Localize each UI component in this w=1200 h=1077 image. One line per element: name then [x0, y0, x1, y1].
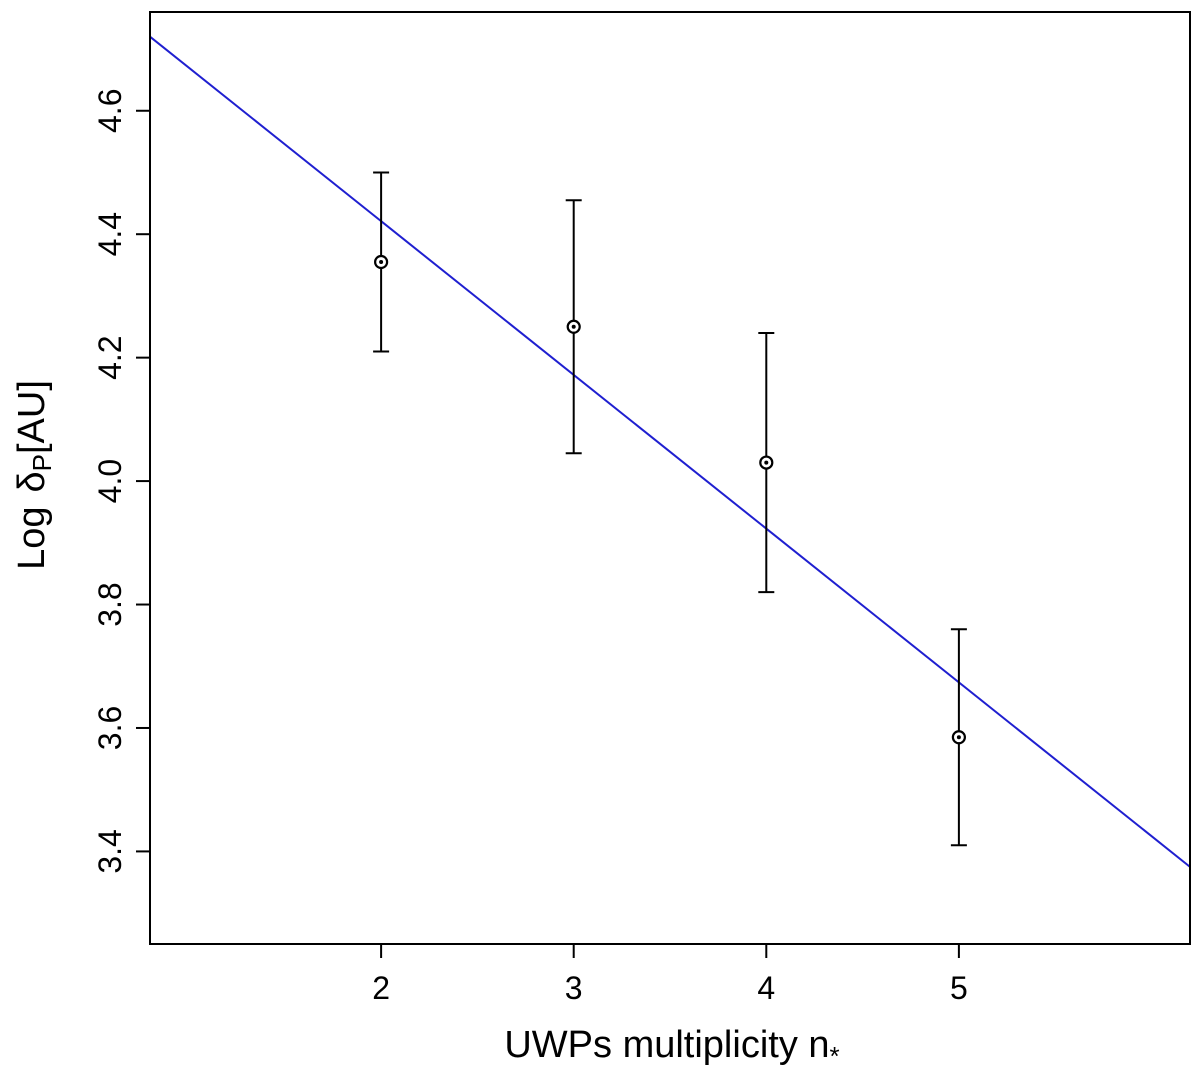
y-tick-label: 4.2: [92, 335, 128, 379]
point-marker-center: [379, 259, 384, 264]
plot-frame: [149, 11, 1191, 945]
points-layer: [373, 171, 967, 847]
x-tick-label: 5: [950, 970, 968, 1006]
data-point: [373, 171, 390, 353]
data-point: [950, 628, 967, 847]
fit-line-layer: [149, 35, 1191, 868]
tick-layer: 2 3 4 5 3.4 3.6 3.8 4.0 4.2 4.4 4.6: [92, 89, 968, 1006]
data-point: [758, 331, 775, 594]
y-tick-label: 3.8: [92, 582, 128, 626]
y-tick-label: 3.6: [92, 706, 128, 750]
point-marker-center: [764, 460, 769, 465]
y-tick-label: 4.6: [92, 89, 128, 133]
y-tick-label: 4.4: [92, 212, 128, 256]
point-marker-center: [956, 735, 961, 740]
data-point: [565, 199, 582, 455]
x-tick-label: 2: [372, 970, 390, 1006]
point-marker-center: [571, 324, 576, 329]
y-tick-label: 4.0: [92, 459, 128, 503]
y-axis-title: LogδP[AU]: [11, 380, 57, 570]
x-axis-title: UWPs multiplicity n*: [504, 1024, 839, 1071]
y-tick-label: 3.4: [92, 829, 128, 873]
x-tick-label: 4: [757, 970, 775, 1006]
x-tick-label: 3: [565, 970, 583, 1006]
fit-line: [149, 35, 1191, 868]
